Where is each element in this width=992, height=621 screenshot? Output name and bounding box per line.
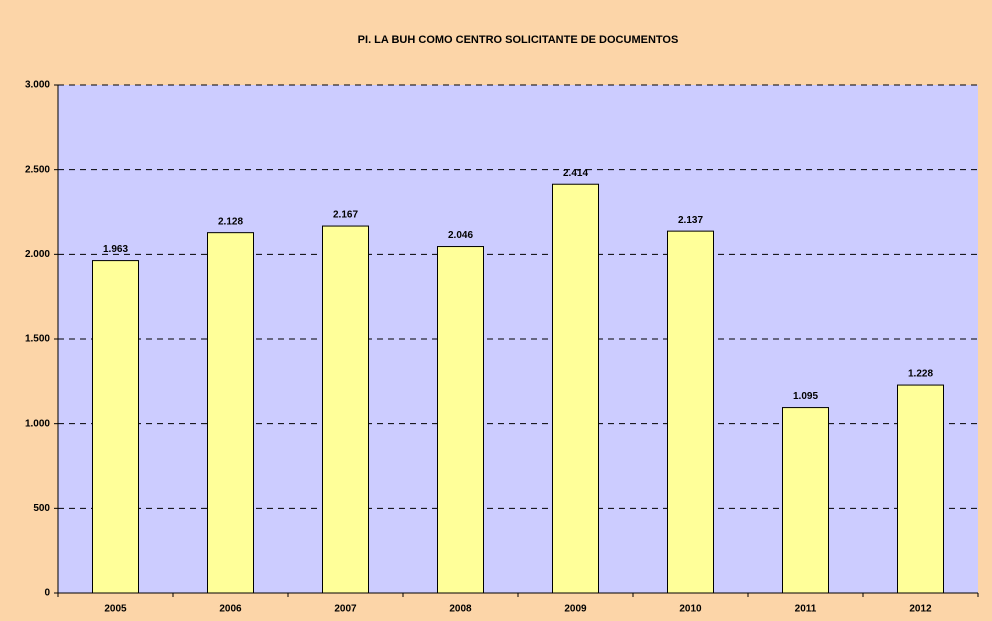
value-label: 2.167 bbox=[333, 210, 358, 221]
value-label: 1.228 bbox=[908, 369, 933, 380]
bar bbox=[667, 230, 714, 594]
x-tick-label: 2009 bbox=[564, 604, 587, 615]
chart-title: PI. LA BUH COMO CENTRO SOLICITANTE DE DO… bbox=[358, 34, 679, 46]
y-tick-label: 1.000 bbox=[25, 418, 50, 429]
bar bbox=[322, 225, 369, 594]
y-tick-label: 2.000 bbox=[25, 249, 50, 260]
y-tick-label: 2.500 bbox=[25, 164, 50, 175]
x-tick-label: 2006 bbox=[219, 604, 242, 615]
x-tick-label: 2007 bbox=[334, 604, 357, 615]
bar bbox=[92, 260, 139, 594]
value-label: 1.095 bbox=[793, 391, 818, 402]
value-label: 2.414 bbox=[563, 168, 588, 179]
bar bbox=[782, 407, 829, 594]
y-tick-label: 1.500 bbox=[25, 334, 50, 345]
value-label: 2.137 bbox=[678, 215, 703, 226]
bar bbox=[207, 232, 254, 594]
bar bbox=[552, 183, 599, 594]
value-label: 2.046 bbox=[448, 230, 473, 241]
x-tick-label: 2011 bbox=[795, 604, 817, 615]
bar bbox=[437, 246, 484, 594]
x-tick-label: 2012 bbox=[909, 604, 932, 615]
x-tick-label: 2008 bbox=[449, 604, 472, 615]
bar bbox=[897, 384, 944, 594]
y-tick-label: 0 bbox=[44, 588, 50, 599]
y-tick-label: 500 bbox=[33, 503, 50, 514]
y-tick-label: 3.000 bbox=[25, 80, 50, 91]
value-label: 1.963 bbox=[103, 244, 128, 255]
x-tick-label: 2010 bbox=[679, 604, 702, 615]
x-tick-label: 2005 bbox=[104, 604, 127, 615]
value-label: 2.128 bbox=[218, 216, 243, 227]
